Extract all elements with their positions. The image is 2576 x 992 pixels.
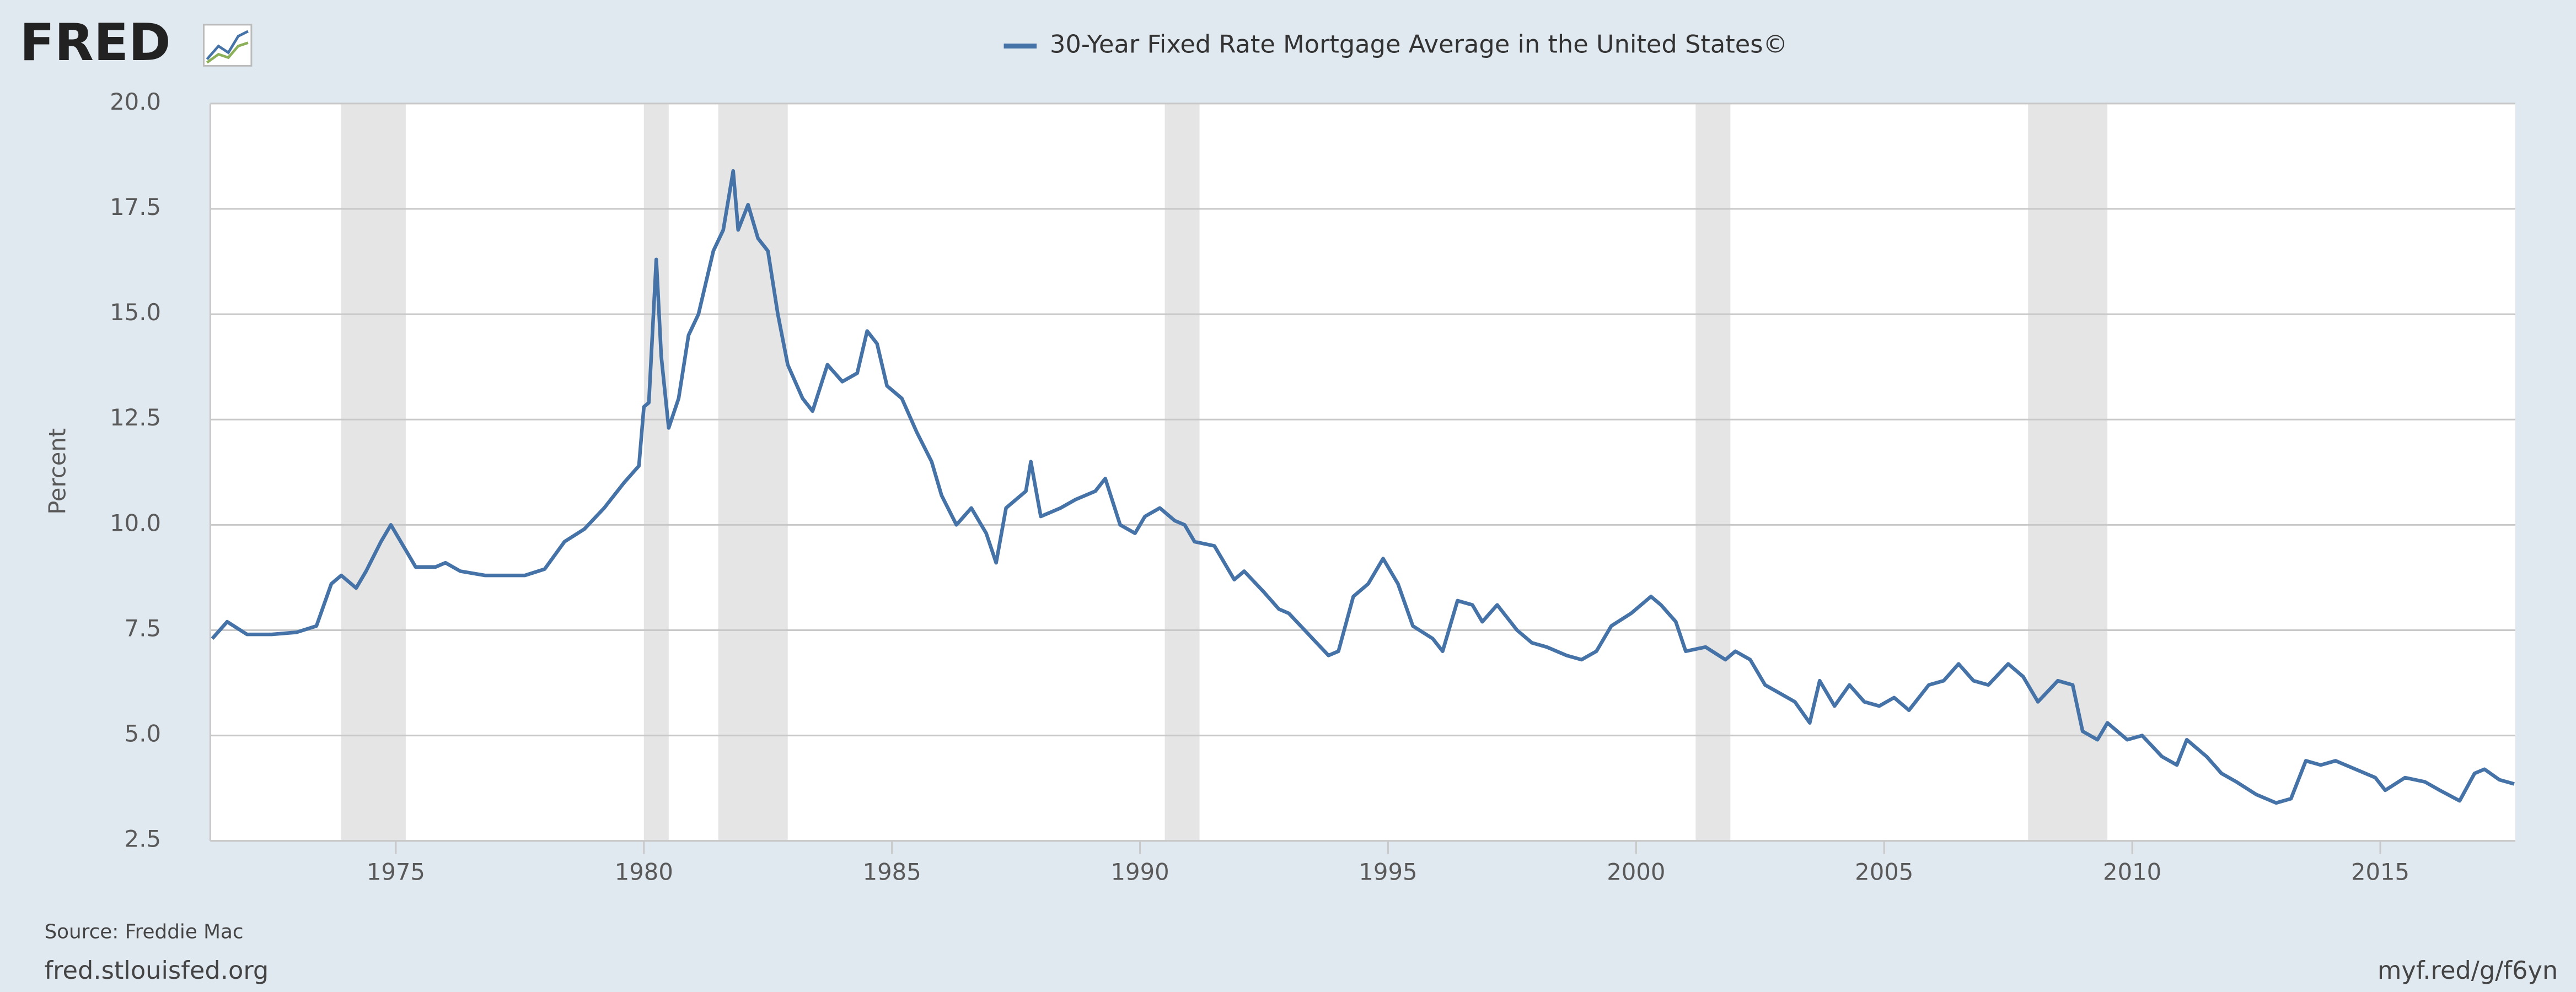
- x-tick-label: 2000: [1607, 858, 1665, 885]
- source: Source: Freddie Mac: [44, 921, 243, 944]
- recession-band: [643, 103, 669, 841]
- legend-label: 30-Year Fixed Rate Mortgage Average in t…: [1050, 30, 1788, 59]
- x-tick-label: 1990: [1111, 858, 1169, 885]
- x-tick-label: 1980: [615, 858, 673, 885]
- recession-band: [2028, 103, 2108, 841]
- y-tick-label: 2.5: [125, 826, 161, 853]
- short-url: myf.red/g/f6yn: [2378, 956, 2558, 985]
- recession-band: [1695, 103, 1731, 841]
- recession-band: [718, 103, 788, 841]
- x-tick-label: 1985: [863, 858, 921, 885]
- y-tick-label: 17.5: [110, 193, 161, 220]
- x-tick-label: 2015: [2351, 858, 2409, 885]
- y-tick-label: 10.0: [110, 509, 161, 536]
- site-url: fred.stlouisfed.org: [44, 956, 269, 985]
- y-axis-label: Percent: [44, 428, 71, 515]
- recession-band: [1164, 103, 1200, 841]
- logo-icon: [202, 24, 253, 67]
- y-tick-label: 7.5: [125, 614, 161, 641]
- x-tick-label: 1975: [367, 858, 425, 885]
- y-tick-label: 5.0: [125, 720, 161, 747]
- x-tick-label: 1995: [1359, 858, 1417, 885]
- series-line: [211, 169, 2515, 805]
- x-tick-label: 2010: [2103, 858, 2161, 885]
- logo: FRED: [20, 13, 171, 72]
- y-tick-label: 15.0: [110, 299, 161, 326]
- recession-band: [341, 103, 406, 841]
- plot-area: [210, 103, 2515, 841]
- y-tick-label: 20.0: [110, 88, 161, 115]
- x-tick-label: 2005: [1855, 858, 1913, 885]
- y-tick-label: 12.5: [110, 404, 161, 431]
